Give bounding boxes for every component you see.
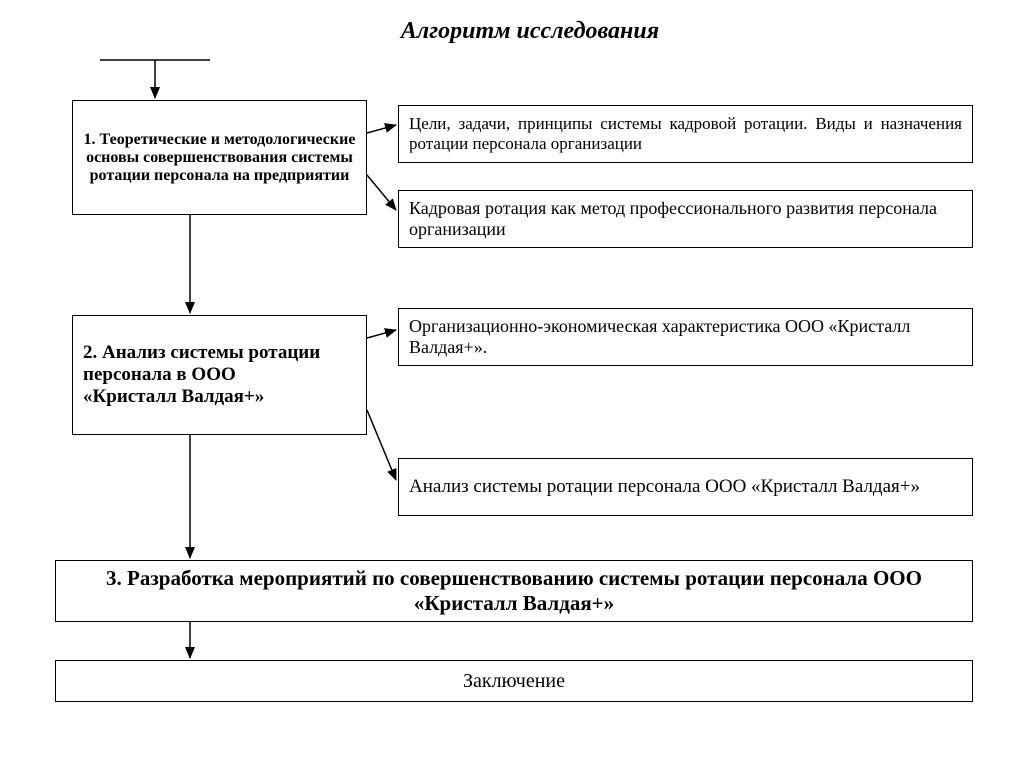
node-2b: Анализ системы ротации персонала ООО «Кр… [398, 458, 973, 516]
edge-n2-n2a [367, 330, 396, 338]
node-2a-text: Организационно-экономическая характерист… [409, 316, 962, 358]
node-2-text: 2. Анализ системы ротации персонала в ОО… [83, 342, 356, 408]
node-3: 3. Разработка мероприятий по совершенств… [55, 560, 973, 622]
node-1a-text: Цели, задачи, принципы системы кадровой … [409, 114, 962, 154]
node-4-text: Заключение [66, 670, 962, 693]
node-2b-text: Анализ системы ротации персонала ООО «Кр… [409, 476, 962, 498]
node-1a: Цели, задачи, принципы системы кадровой … [398, 105, 973, 163]
edge-n1-n1a [367, 125, 396, 133]
node-2: 2. Анализ системы ротации персонала в ОО… [72, 315, 367, 435]
node-1b: Кадровая ротация как метод профессиональ… [398, 190, 973, 248]
node-2a: Организационно-экономическая характерист… [398, 308, 973, 366]
flowchart-canvas: Алгоритм исследования 1. Теоретические и… [0, 0, 1024, 767]
node-4: Заключение [55, 660, 973, 702]
edge-n1-n1b [367, 175, 396, 210]
node-1b-text: Кадровая ротация как метод профессиональ… [409, 198, 962, 240]
node-1-text: 1. Теоретические и методологические осно… [83, 131, 356, 185]
edge-n2-n2b [367, 410, 396, 480]
node-1: 1. Теоретические и методологические осно… [72, 100, 367, 215]
node-3-text: 3. Разработка мероприятий по совершенств… [66, 566, 962, 616]
diagram-title: Алгоритм исследования [350, 18, 710, 45]
